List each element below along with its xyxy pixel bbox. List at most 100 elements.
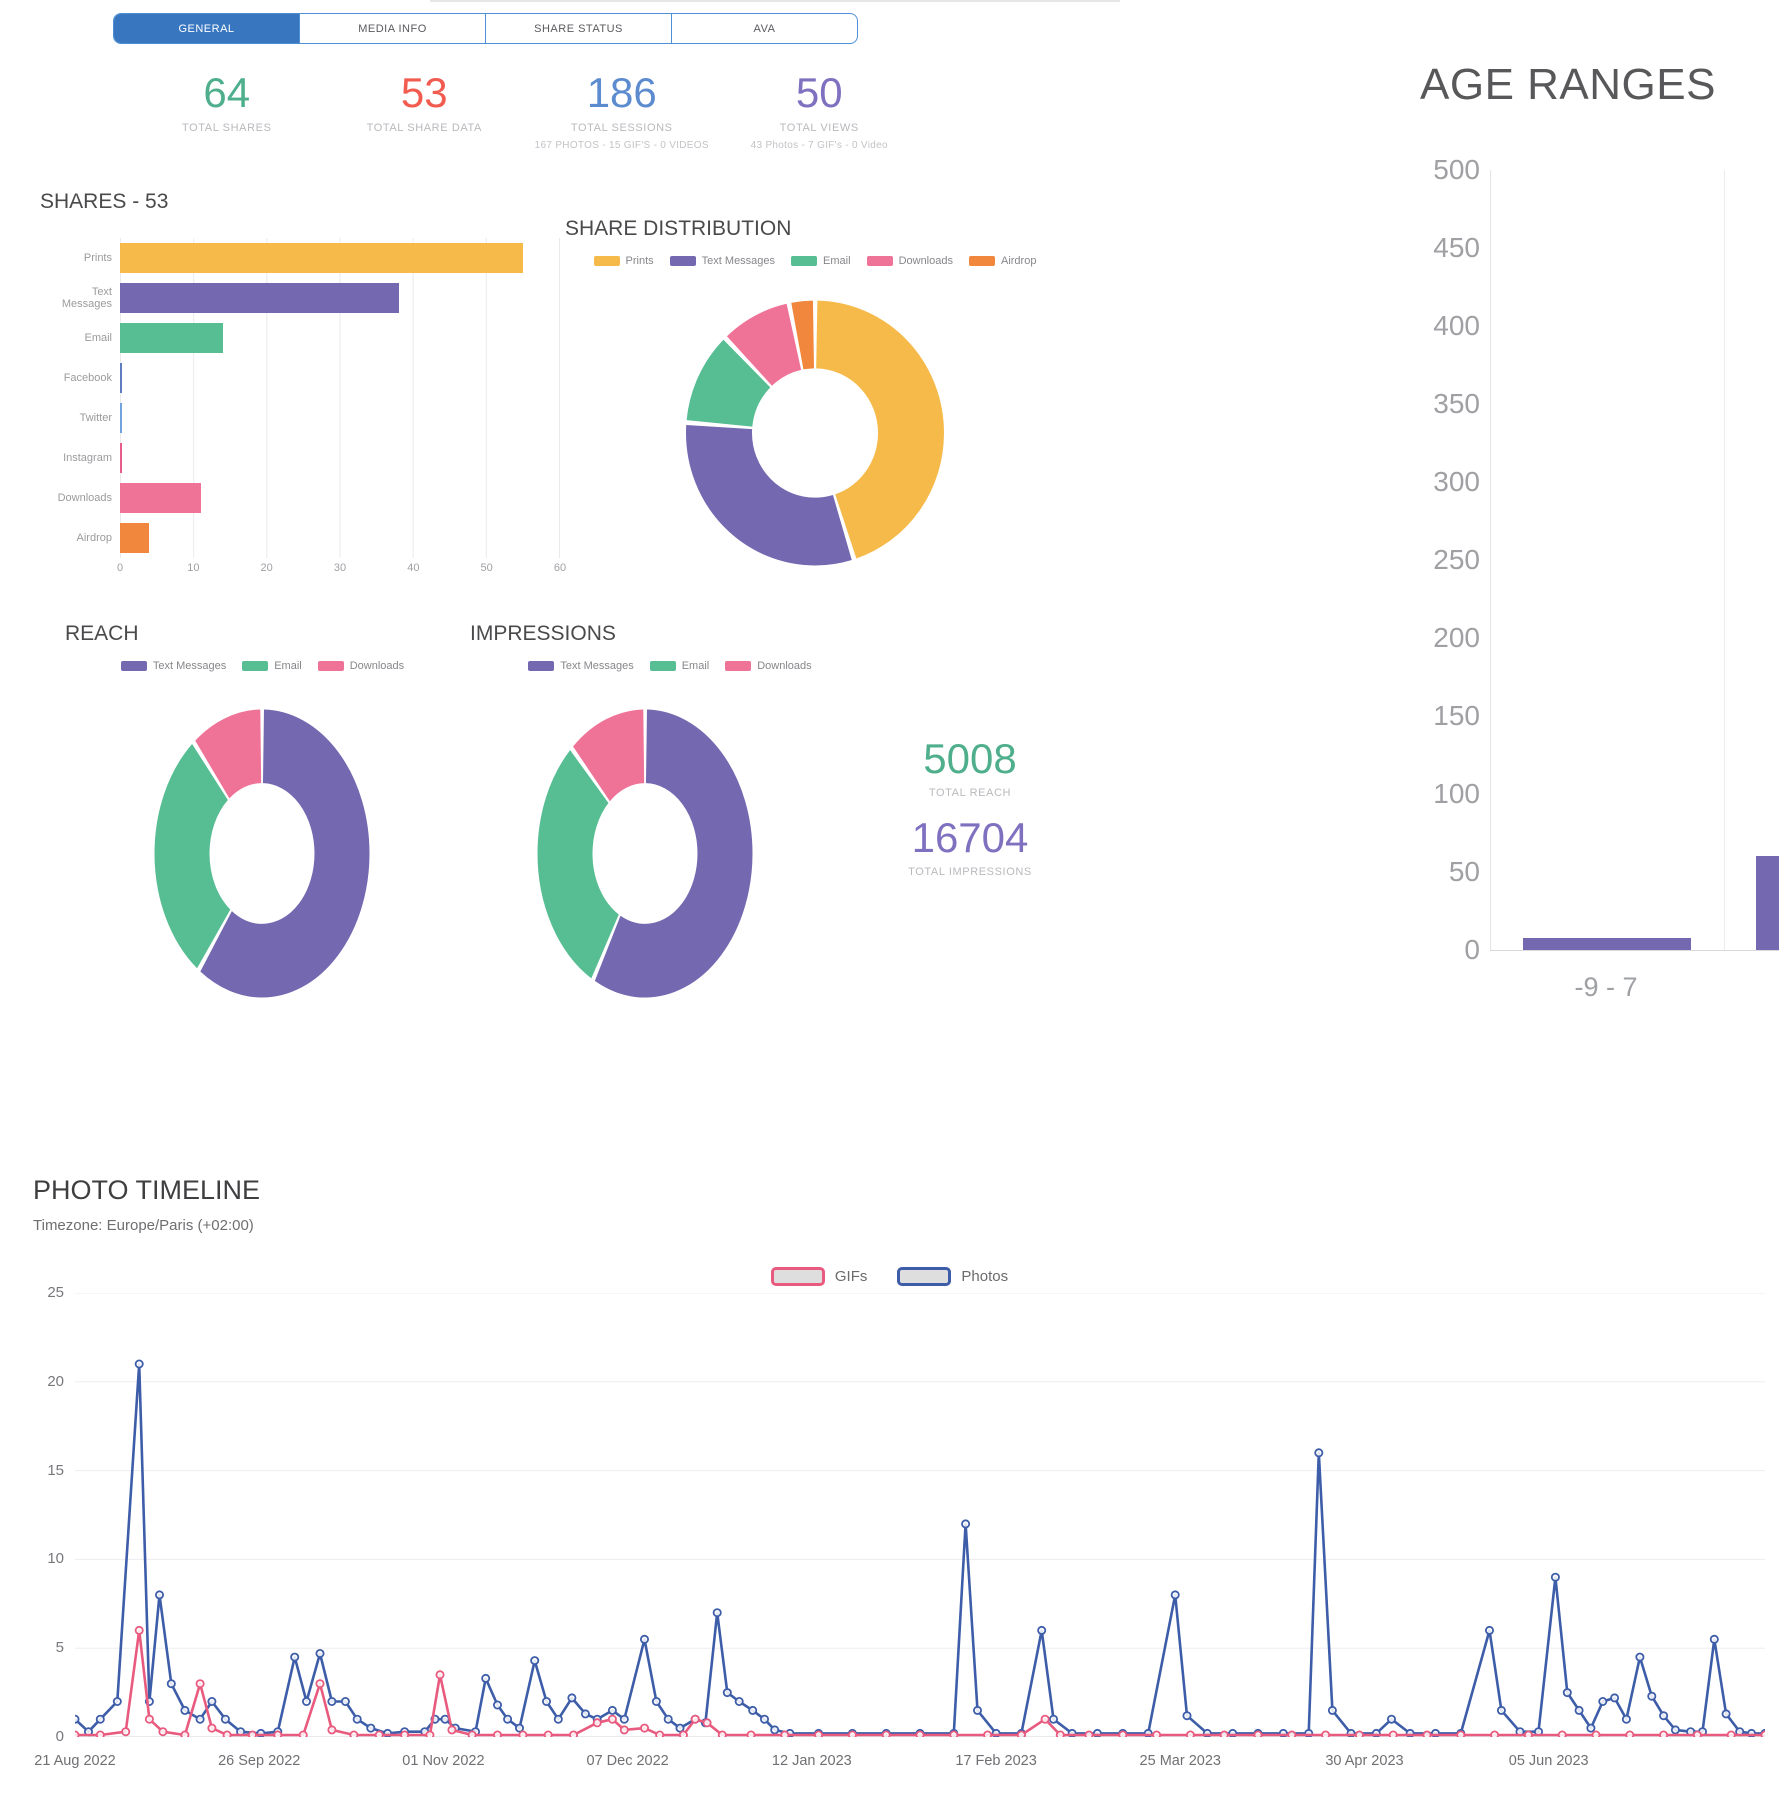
total-reach-label: TOTAL REACH: [928, 787, 1012, 799]
bar-row: Airdrop: [40, 518, 560, 558]
axis-tick-label: 21 Aug 2022: [34, 1753, 116, 1769]
axis-tick-label: 25 Mar 2023: [1139, 1753, 1221, 1769]
legend-label: Downloads: [757, 660, 812, 672]
bar-row: Facebook: [40, 358, 560, 398]
tab-share-status[interactable]: SHARE STATUS: [486, 14, 672, 43]
age-ranges-title: AGE RANGES: [1420, 60, 1716, 109]
age-bar: [1756, 856, 1779, 950]
tab-media-info[interactable]: MEDIA INFO: [300, 14, 486, 43]
donut-segment-text-messages: [537, 709, 753, 998]
axis-tick-label: 07 Dec 2022: [586, 1753, 669, 1769]
axis-tick-label: 300: [1433, 466, 1480, 497]
bar-category-label: Text Messages: [61, 286, 112, 310]
stat-label: TOTAL VIEWS: [779, 122, 859, 134]
stat-total-share-data: 53 TOTAL SHARE DATA: [326, 72, 524, 151]
bar-category-label: Airdrop: [76, 532, 112, 544]
legend-label: Text Messages: [152, 660, 227, 672]
photo-timeline-plot: [70, 1292, 1770, 1740]
photo-timeline-legend: GIFs Photos: [0, 1267, 1779, 1286]
legend-label: Email: [681, 660, 710, 672]
legend-item[interactable]: Airdrop: [968, 255, 1037, 267]
legend-label: Airdrop: [1000, 255, 1037, 267]
stat-total-sessions: 186 TOTAL SESSIONS 167 PHOTOS - 15 GIF'S…: [523, 69, 721, 152]
legend-item[interactable]: Text Messages: [120, 660, 227, 672]
legend-item[interactable]: Email: [242, 660, 302, 672]
legend-item[interactable]: Downloads: [725, 660, 812, 672]
legend-item[interactable]: GIFs: [770, 1267, 867, 1286]
bar-track: [120, 478, 560, 518]
bar-category-label: Downloads: [57, 492, 112, 504]
axis-tick-label: 12 Jan 2023: [771, 1753, 852, 1769]
legend-label: Downloads: [349, 660, 405, 672]
axis-tick-label: 250: [1433, 544, 1480, 575]
share-distribution-donut: [665, 279, 965, 587]
bar: [120, 523, 150, 553]
donut-segment-text-messages: [154, 709, 370, 998]
legend-label: Email: [274, 660, 302, 672]
axis-tick-label: 26 Sep 2022: [218, 1753, 301, 1769]
axis-tick-label: 10: [47, 1550, 64, 1568]
bar-track: [120, 438, 560, 478]
legend-item[interactable]: Prints: [593, 255, 654, 267]
bar-category-label: Facebook: [63, 372, 112, 384]
tab-bar: GENERAL MEDIA INFO SHARE STATUS AVA: [113, 13, 858, 44]
reach-title: REACH: [65, 622, 139, 645]
bar-row: Instagram: [40, 438, 560, 478]
donut-segment-prints: [686, 300, 944, 566]
stat-sub: 167 PHOTOS - 15 GIF'S - 0 VIDEOS: [534, 140, 709, 151]
age-ranges-section: AGE RANGES 500 450 400 350 300 250 200 150 100 50…: [1395, 60, 1779, 1060]
donut-segment-text-messages: [686, 300, 944, 566]
axis-tick-label: 15: [47, 1461, 64, 1479]
bar-track: [120, 318, 560, 358]
total-impressions-label: TOTAL IMPRESSIONS: [908, 866, 1032, 878]
bar: [120, 283, 399, 313]
age-bar: [1523, 937, 1691, 950]
bar-row: Prints: [40, 238, 560, 278]
totals-block: 5008 TOTAL REACH 16704 TOTAL IMPRESSIONS: [855, 735, 1085, 879]
axis-tick-label: 500: [1433, 154, 1480, 185]
bar-track: [120, 238, 560, 278]
bar: [120, 403, 123, 433]
legend-item[interactable]: Email: [791, 255, 851, 267]
legend-swatch-icon: [968, 256, 995, 266]
shares-section: SHARES - 53 Prints Text Messages Email Face…: [40, 190, 566, 584]
legend-swatch-icon: [317, 661, 344, 671]
total-impressions-value: 16704: [911, 814, 1029, 861]
stat-value: 186: [586, 69, 657, 116]
legend-item[interactable]: Email: [649, 660, 710, 672]
stat-value: 53: [400, 69, 448, 116]
axis-tick-label: 17 Feb 2023: [955, 1753, 1037, 1769]
axis-tick-label: 5: [55, 1639, 64, 1657]
photos-line: [74, 1362, 1765, 1735]
axis-tick-label: 100: [1433, 778, 1480, 809]
tab-general[interactable]: GENERAL: [114, 14, 300, 43]
axis-tick-label: 30 Apr 2023: [1325, 1753, 1404, 1769]
axis-tick-label: 150: [1433, 700, 1480, 731]
legend-swatch-icon: [242, 661, 269, 671]
stat-label: TOTAL SHARE DATA: [366, 122, 482, 134]
stat-total-shares: 64 TOTAL SHARES: [128, 72, 326, 151]
axis-tick-label: 60: [553, 562, 567, 574]
bar-track: [120, 398, 560, 438]
age-category-label: -9 - 7: [1574, 972, 1638, 1002]
legend-item[interactable]: Text Messages: [669, 255, 775, 267]
bar-category-label: Instagram: [63, 452, 112, 464]
tab-ava[interactable]: AVA: [753, 22, 776, 35]
impressions-legend: Text Messages Email Downloads: [470, 660, 870, 672]
legend-item[interactable]: Photos: [897, 1267, 1008, 1286]
impressions-donut-svg: [537, 709, 753, 998]
legend-item[interactable]: Text Messages: [528, 660, 634, 672]
axis-tick-label: 20: [47, 1372, 64, 1390]
bar-row: Email: [40, 318, 560, 358]
legend-swatch-icon: [866, 256, 893, 266]
age-gridline: [1724, 170, 1725, 950]
legend-item[interactable]: Downloads: [317, 660, 405, 672]
legend-item[interactable]: Downloads: [866, 255, 953, 267]
axis-tick-label: 0: [1464, 934, 1480, 965]
stats-row: 64 TOTAL SHARES 53 TOTAL SHARE DATA 186 …: [128, 69, 918, 152]
bar-track: [120, 518, 560, 558]
legend-label: Photos: [961, 1268, 1009, 1285]
share-distribution-title: SHARE DISTRIBUTION: [565, 217, 792, 240]
total-reach-value: 5008: [923, 735, 1017, 782]
reach-donut: [137, 686, 387, 1021]
